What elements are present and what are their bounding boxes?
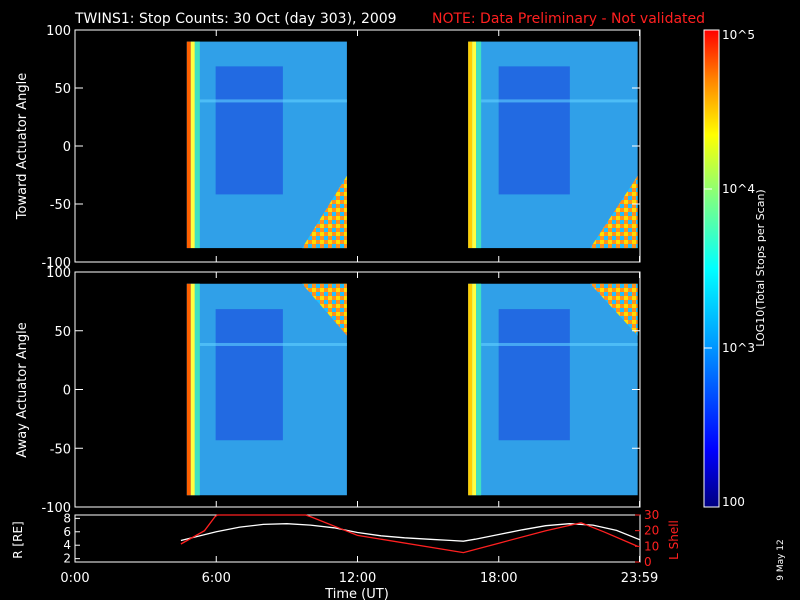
heatmap-saturated-region (590, 175, 638, 249)
ytick-label-right: 10 (644, 539, 659, 553)
ytick-label-left: 2 (63, 552, 71, 566)
heatmap-stripe (199, 99, 347, 103)
ytick-label-right: 0 (644, 555, 652, 569)
heatmap-edge-band (186, 283, 191, 496)
ytick-label: 50 (54, 325, 71, 340)
heatmap-low-region (498, 66, 570, 195)
heatmap-edge-band (468, 283, 473, 496)
ytick-label-left: 8 (63, 511, 71, 525)
away-heatmap (186, 283, 638, 496)
away-ylabel: Away Actuator Angle (15, 322, 30, 457)
heatmap-edge-band (468, 41, 473, 249)
heatmap-edge-band (186, 41, 191, 249)
heatmap-edge-band (194, 283, 200, 496)
ytick-label: 0 (63, 384, 71, 399)
xtick-label: 12:00 (339, 571, 376, 586)
datestamp: 9 May 12 (776, 539, 786, 581)
x-axis-label: Time (UT) (324, 587, 389, 600)
ytick-label: -50 (50, 198, 71, 213)
orbit-lines (180, 514, 641, 554)
heatmap-edge-band (190, 283, 195, 496)
chart-title: TWINS1: Stop Counts: 30 Oct (day 303), 2… (74, 11, 397, 27)
toward-heatmap (186, 41, 638, 249)
xtick-label: 0:00 (60, 571, 89, 586)
ytick-label-left: 6 (63, 525, 71, 539)
ytick-label: -100 (41, 501, 71, 516)
ytick-label-right: 30 (644, 508, 659, 522)
ytick-label: 100 (46, 24, 71, 39)
heatmap-edge-band (476, 283, 482, 496)
ytick-label: 100 (46, 266, 71, 281)
heatmap-edge-band (472, 283, 477, 496)
heatmap-stripe (199, 342, 347, 346)
heatmap-edge-band (476, 41, 482, 249)
xtick-label: 18:00 (480, 571, 517, 586)
toward-yticks: 100 50 0 -50 -100 (41, 24, 640, 271)
colorbar-tick-label: 10^5 (722, 28, 755, 42)
r-series-line (180, 523, 641, 542)
colorbar-tick-label: 10^3 (722, 341, 755, 355)
colorbar-label: LOG10(Total Stops per Scan) (754, 189, 767, 346)
ytick-label: 0 (63, 140, 71, 155)
xtick-label: 6:00 (202, 571, 231, 586)
colorbar-tick-label: 100 (722, 495, 745, 509)
lshell-series-line (180, 514, 638, 554)
ytick-label-left: 4 (63, 538, 71, 552)
heatmap-edge-band (194, 41, 200, 249)
orbit-panel-frame (74, 514, 641, 563)
colorbar (703, 29, 720, 508)
heatmap-low-region (215, 309, 283, 441)
preliminary-note: NOTE: Data Preliminary - Not validated (432, 11, 705, 27)
heatmap-saturated-region (302, 175, 347, 249)
heatmap-saturated-region (590, 283, 638, 336)
heatmap-saturated-region (302, 283, 347, 336)
ytick-label-right: 20 (644, 524, 659, 538)
heatmap-stripe (481, 99, 638, 103)
orbit-ylabel-left: R [RE] (11, 521, 25, 558)
colorbar-ticks: 10^5 10^4 10^3 100 (704, 28, 755, 509)
heatmap-low-region (498, 309, 570, 441)
heatmap-edge-band (472, 41, 477, 249)
away-yticks: 100 50 0 -50 -100 (41, 266, 640, 516)
toward-ylabel: Toward Actuator Angle (15, 73, 30, 220)
orbit-ylabel-right: L Shell (667, 520, 681, 560)
heatmap-edge-band (190, 41, 195, 249)
colorbar-tick-label: 10^4 (722, 182, 755, 196)
heatmap-stripe (481, 342, 638, 346)
heatmap-low-region (215, 66, 283, 195)
ytick-label: -50 (50, 442, 71, 457)
ytick-label: -100 (41, 256, 71, 271)
ytick-label: 50 (54, 82, 71, 97)
xtick-label: 23:59 (621, 571, 658, 586)
